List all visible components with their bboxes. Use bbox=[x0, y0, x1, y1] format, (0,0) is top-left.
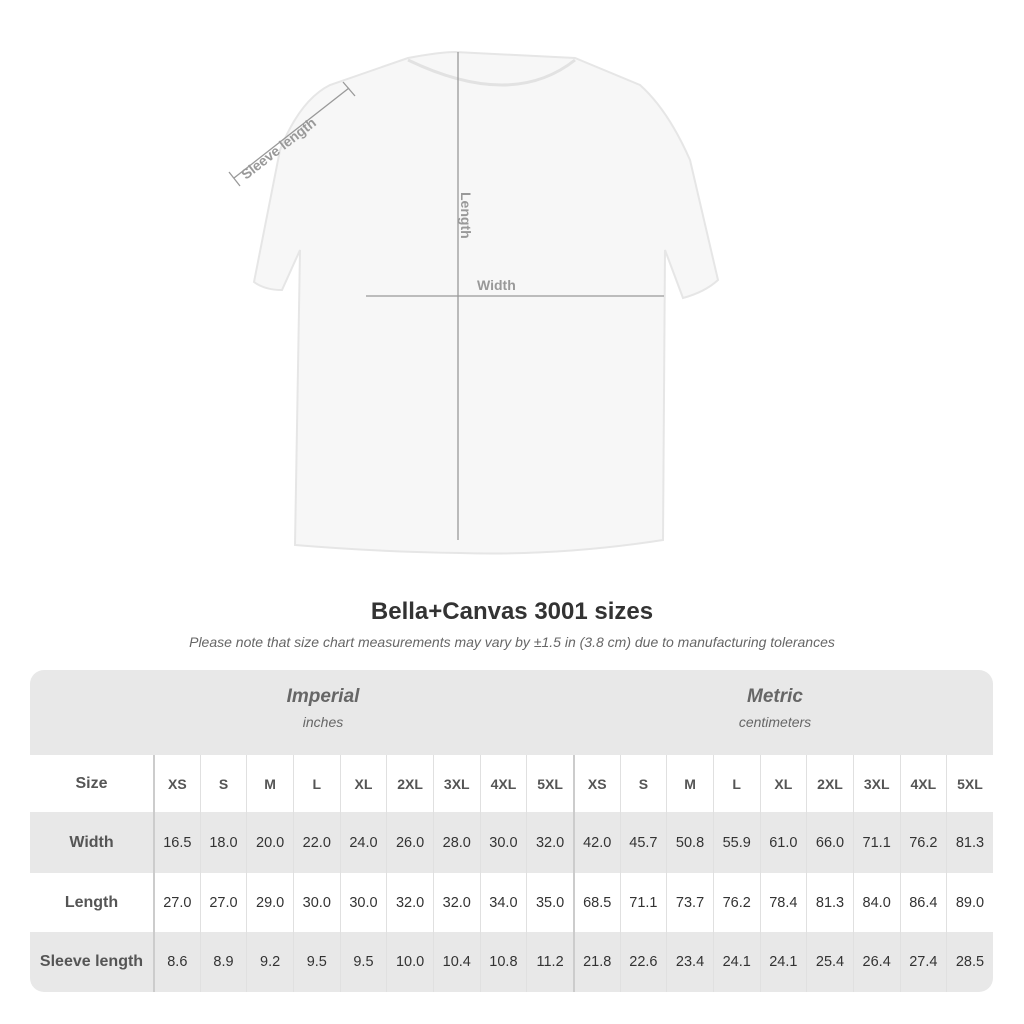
metric-value: 89.0 bbox=[946, 873, 993, 932]
imperial-title: Imperial bbox=[286, 686, 360, 707]
metric-value: 26.4 bbox=[852, 932, 900, 992]
metric-value: 27.4 bbox=[899, 932, 947, 992]
imperial-value: 29.0 bbox=[246, 873, 293, 932]
row-label: Sleeve length bbox=[39, 953, 144, 970]
table-header: Imperial inches Metric centimeters bbox=[30, 670, 993, 755]
table-row: Width 16.5 18.0 20.0 22.0 24.0 26.0 28.0 30.0 32.… bbox=[30, 812, 993, 873]
metric-size-m: M bbox=[666, 755, 713, 812]
metric-size-2xl: 2XL bbox=[806, 755, 853, 812]
metric-value: 66.0 bbox=[806, 812, 853, 873]
imperial-header: Imperial inches bbox=[113, 686, 533, 730]
metric-size-5xl: 5XL bbox=[946, 755, 993, 812]
imperial-value: 27.0 bbox=[199, 873, 247, 932]
metric-value: 22.6 bbox=[619, 932, 667, 992]
metric-value: 55.9 bbox=[712, 812, 760, 873]
metric-value: 76.2 bbox=[899, 812, 947, 873]
metric-value: 76.2 bbox=[712, 873, 760, 932]
tolerance-note: Please note that size chart measurements… bbox=[189, 634, 835, 650]
imperial-value: 26.0 bbox=[386, 812, 433, 873]
metric-value: 21.8 bbox=[572, 932, 620, 992]
metric-size-s: S bbox=[619, 755, 667, 812]
metric-value: 61.0 bbox=[759, 812, 807, 873]
metric-value: 24.1 bbox=[712, 932, 760, 992]
imperial-value: 10.0 bbox=[386, 932, 433, 992]
metric-size-xs: XS bbox=[572, 755, 620, 812]
metric-value: 28.5 bbox=[946, 932, 993, 992]
metric-value: 86.4 bbox=[899, 873, 947, 932]
imperial-value: 32.0 bbox=[526, 812, 573, 873]
metric-value: 42.0 bbox=[572, 812, 620, 873]
metric-value: 68.5 bbox=[572, 873, 620, 932]
imperial-size-m: M bbox=[246, 755, 293, 812]
metric-title: Metric bbox=[747, 686, 803, 707]
imperial-value: 10.4 bbox=[432, 932, 480, 992]
tshirt-shape bbox=[252, 50, 720, 555]
length-label: Length bbox=[458, 192, 474, 239]
table-row: Length 27.0 27.0 29.0 30.0 30.0 32.0 32.0 34.0 35… bbox=[30, 873, 993, 932]
metric-value: 23.4 bbox=[666, 932, 713, 992]
imperial-value: 10.8 bbox=[479, 932, 527, 992]
metric-value: 24.1 bbox=[759, 932, 807, 992]
imperial-value: 8.9 bbox=[199, 932, 247, 992]
imperial-size-5xl: 5XL bbox=[526, 755, 573, 812]
imperial-size-3xl: 3XL bbox=[432, 755, 480, 812]
imperial-value: 11.2 bbox=[526, 932, 573, 992]
imperial-value: 9.5 bbox=[292, 932, 340, 992]
row-label: Length bbox=[64, 893, 119, 911]
metric-value: 25.4 bbox=[806, 932, 853, 992]
imperial-size-l: L bbox=[292, 755, 340, 812]
metric-value: 71.1 bbox=[852, 812, 900, 873]
imperial-size-xl: XL bbox=[339, 755, 387, 812]
size-table: Imperial inches Metric centimeters Size XS S… bbox=[30, 670, 993, 992]
width-label: Width bbox=[477, 277, 516, 293]
metric-value: 50.8 bbox=[666, 812, 713, 873]
imperial-value: 30.0 bbox=[339, 873, 387, 932]
imperial-value: 20.0 bbox=[246, 812, 293, 873]
imperial-value: 24.0 bbox=[339, 812, 387, 873]
row-label: Width bbox=[69, 833, 114, 851]
imperial-unit: inches bbox=[302, 714, 344, 730]
imperial-value: 34.0 bbox=[479, 873, 527, 932]
table-row: Sleeve length 8.6 8.9 9.2 9.5 9.5 10.0 10.4 10.8… bbox=[30, 932, 993, 992]
imperial-value: 22.0 bbox=[292, 812, 340, 873]
metric-value: 81.3 bbox=[806, 873, 853, 932]
imperial-value: 18.0 bbox=[199, 812, 247, 873]
metric-value: 71.1 bbox=[619, 873, 667, 932]
imperial-value: 28.0 bbox=[432, 812, 480, 873]
size-label: Size bbox=[75, 774, 108, 792]
metric-value: 73.7 bbox=[666, 873, 713, 932]
imperial-value: 30.0 bbox=[479, 812, 527, 873]
imperial-value: 30.0 bbox=[292, 873, 340, 932]
imperial-size-xs: XS bbox=[153, 755, 200, 812]
metric-size-4xl: 4XL bbox=[899, 755, 947, 812]
metric-header: Metric centimeters bbox=[565, 686, 985, 730]
metric-value: 81.3 bbox=[946, 812, 993, 873]
metric-unit: centimeters bbox=[738, 714, 812, 730]
imperial-size-s: S bbox=[199, 755, 247, 812]
imperial-value: 35.0 bbox=[526, 873, 573, 932]
metric-size-3xl: 3XL bbox=[852, 755, 900, 812]
chart-title: Bella+Canvas 3001 sizes bbox=[370, 598, 654, 625]
metric-size-l: L bbox=[712, 755, 760, 812]
imperial-value: 8.6 bbox=[153, 932, 200, 992]
metric-value: 45.7 bbox=[619, 812, 667, 873]
metric-value: 78.4 bbox=[759, 873, 807, 932]
imperial-size-4xl: 4XL bbox=[479, 755, 527, 812]
metric-size-xl: XL bbox=[759, 755, 807, 812]
imperial-size-2xl: 2XL bbox=[386, 755, 433, 812]
imperial-value: 27.0 bbox=[153, 873, 200, 932]
imperial-value: 32.0 bbox=[432, 873, 480, 932]
imperial-value: 16.5 bbox=[153, 812, 200, 873]
imperial-value: 9.5 bbox=[339, 932, 387, 992]
tshirt-diagram: Sleeve length Length Width bbox=[228, 50, 720, 555]
imperial-value: 9.2 bbox=[246, 932, 293, 992]
size-header-row: Size XS S M L XL 2XL 3XL 4XL 5XL XS S M L XL 2XL 3XL 4XL 5… bbox=[30, 755, 993, 812]
metric-value: 84.0 bbox=[852, 873, 900, 932]
imperial-value: 32.0 bbox=[386, 873, 433, 932]
